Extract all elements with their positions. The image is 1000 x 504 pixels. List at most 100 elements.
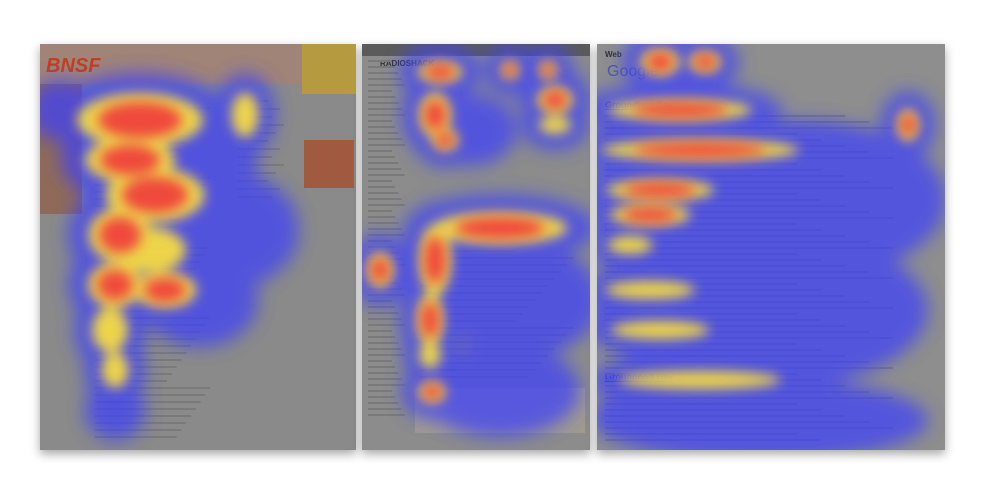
heat-band — [77, 92, 259, 388]
heat-spot — [646, 53, 674, 71]
heat-spot — [40, 79, 91, 141]
text-line — [368, 108, 402, 110]
text-line — [368, 120, 392, 122]
tab: Web — [605, 50, 622, 59]
text-line — [368, 144, 405, 146]
text-line — [368, 198, 402, 200]
text-line — [368, 84, 405, 86]
text-line — [238, 164, 284, 166]
heat-spot — [455, 217, 545, 239]
text-line — [95, 401, 201, 403]
text-line — [368, 360, 392, 362]
heat-spot — [610, 321, 710, 339]
text-line — [238, 172, 276, 174]
text-line — [368, 414, 405, 416]
text-line — [368, 228, 402, 230]
text-line — [368, 174, 405, 176]
text-line — [368, 408, 402, 410]
heat-band — [371, 64, 567, 400]
heat-spot — [607, 236, 653, 254]
heat-spot — [900, 114, 916, 136]
text-line — [368, 336, 396, 338]
heat-spot — [619, 371, 781, 389]
text-line — [368, 342, 399, 344]
side-box — [304, 140, 354, 188]
heat-spot — [122, 177, 188, 213]
heat-spot — [634, 142, 766, 158]
side-box — [302, 44, 356, 94]
text-line — [368, 78, 402, 80]
text-line — [368, 168, 402, 170]
text-line — [368, 384, 405, 386]
text-line — [95, 387, 211, 389]
text-line — [368, 66, 396, 68]
heat-band — [623, 53, 916, 223]
text-line — [95, 394, 206, 396]
heat-spot — [542, 64, 554, 76]
text-line — [368, 378, 402, 380]
text-line — [368, 366, 396, 368]
heat-spot — [371, 258, 389, 282]
text-line — [368, 204, 405, 206]
text-line — [368, 324, 405, 326]
heat-spot — [440, 242, 590, 358]
heat-spot — [99, 217, 141, 253]
text-line — [368, 402, 399, 404]
text-line — [95, 331, 201, 333]
text-line — [368, 156, 396, 158]
text-line — [368, 96, 396, 98]
text-line — [368, 114, 405, 116]
text-line — [368, 210, 392, 212]
text-line — [368, 396, 396, 398]
heat-spot — [101, 352, 129, 388]
heat-spot — [436, 132, 454, 148]
heat-spot — [504, 64, 516, 76]
text-line — [95, 429, 182, 431]
heat-layer — [40, 44, 945, 450]
text-line — [368, 372, 399, 374]
text-line — [368, 354, 405, 356]
heat-spot — [98, 102, 182, 138]
text-line — [368, 150, 392, 152]
heat-spot — [632, 102, 728, 118]
text-line — [368, 102, 399, 104]
heat-spot — [624, 182, 696, 198]
heat-spot — [421, 302, 439, 338]
heat-band — [97, 102, 188, 302]
heat-spot — [97, 270, 133, 300]
heat-spot — [144, 278, 186, 302]
text-line — [368, 180, 392, 182]
text-line — [368, 72, 399, 74]
logo: BNSF — [46, 55, 101, 77]
text-line — [368, 126, 396, 128]
heat-group — [597, 44, 945, 450]
heat-group — [40, 73, 299, 441]
text-line — [95, 338, 196, 340]
text-line — [368, 90, 392, 92]
text-line — [368, 390, 392, 392]
text-line — [368, 216, 396, 218]
heat-spot — [92, 307, 128, 353]
text-line — [368, 222, 399, 224]
heat-spot — [419, 341, 441, 369]
heat-spot — [538, 116, 572, 134]
text-line — [368, 162, 399, 164]
heat-spot — [597, 378, 928, 450]
heat-spot — [424, 100, 446, 130]
heat-spot — [420, 343, 580, 437]
text-line — [368, 306, 396, 308]
text-line — [368, 186, 396, 188]
text-line — [368, 192, 399, 194]
heat-spot — [597, 230, 928, 390]
heat-spot — [425, 64, 455, 80]
text-line — [368, 348, 402, 350]
text-line — [368, 138, 402, 140]
heat-spot — [100, 145, 160, 175]
heat-group — [362, 44, 590, 437]
heat-spot — [84, 379, 146, 441]
text-line — [368, 312, 399, 314]
heat-spot — [623, 207, 677, 223]
text-line — [368, 60, 392, 62]
